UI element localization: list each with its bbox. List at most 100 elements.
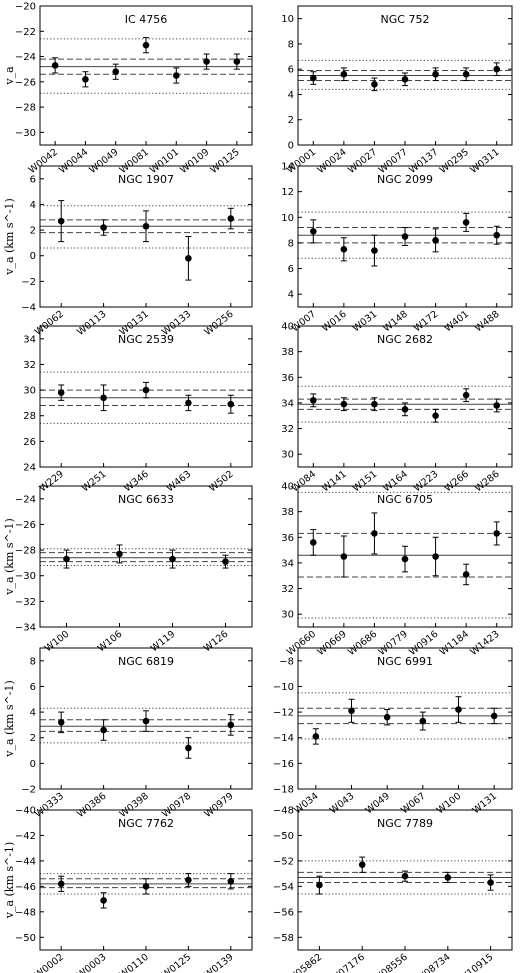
y-tick-label: 32 [281,584,294,595]
y-tick-label: 32 [23,360,36,371]
data-point [185,254,192,262]
y-tick-label: 2 [30,733,36,744]
data-point [100,897,107,904]
x-tick-label: W229 [38,469,66,495]
y-tick-label: −50 [15,933,36,944]
x-tick-label: W119 [149,629,177,655]
chart-panel: −4 −2 0 2 4 6 NGC 1907 v_a (km s^-1) W0062 W0113 W… [3,165,253,338]
x-tick-label: W100 [435,791,463,817]
data-point [462,391,470,399]
y-tick-label: 6 [288,264,294,275]
y-tick-label: 14 [281,162,294,173]
y-tick-label: 6 [30,682,36,693]
data-point [401,406,409,413]
y-axis-label: v_a (km s^-1) [3,198,16,276]
chart-panel: −50 −48 −46 −44 −42 −40 NGC 7762 v_a (km s^-1) W… [3,806,253,973]
chart-title: NGC 6633 [118,493,174,506]
data-point [142,222,150,230]
data-point [340,246,348,253]
y-tick-label: 28 [23,411,36,422]
y-tick-label: 4 [288,290,294,301]
y-tick-label: −58 [273,933,294,944]
y-tick-label: 36 [281,373,294,384]
data-point [185,399,192,407]
x-tick-label: W251 [80,469,108,495]
data-point [203,58,210,65]
y-tick-label: 8 [288,39,294,50]
x-tick-label: W0398 [118,791,151,820]
y-tick-label: −20 [15,2,36,13]
chart-title: NGC 6819 [118,655,174,668]
data-point [401,555,409,563]
x-tick-label: W08556 [372,952,410,973]
x-tick-label: W0333 [33,791,66,820]
x-tick-label: W07176 [329,952,367,973]
chart-panel: −18 −16 −14 −12 −10 −8 NGC 6991 W034 W043 W049 W06… [273,647,513,817]
data-point [227,215,235,222]
data-point [340,553,348,560]
y-tick-label: 10 [281,213,294,224]
data-point [63,555,70,563]
y-tick-label: −48 [273,806,294,817]
x-tick-label: W488 [473,309,501,335]
y-tick-label: 40 [281,482,294,493]
data-point [371,247,378,254]
y-tick-label: 30 [281,450,294,461]
x-tick-label: W0101 [148,147,181,176]
y-tick-label: 12 [281,187,294,198]
y-tick-label: 6 [288,65,294,76]
data-point [401,233,409,240]
y-tick-label: 32 [281,424,294,435]
y-axis-label: v_a (km s^-1) [3,680,16,758]
data-point [432,70,439,78]
y-tick-label: 38 [281,507,294,518]
x-tick-label: W067 [399,791,427,817]
x-tick-label: W346 [122,469,150,495]
data-point [348,707,355,715]
data-point [222,558,229,565]
x-tick-label: W0779 [377,629,410,658]
data-point [371,400,378,408]
data-point [227,400,235,408]
x-tick-label: W106 [96,629,124,655]
data-point [172,72,180,79]
y-tick-label: 8 [30,656,36,667]
x-tick-label: W148 [381,309,409,335]
x-tick-label: W151 [351,469,379,495]
data-point [51,62,59,69]
data-point [57,389,65,396]
data-point [100,224,107,231]
x-tick-label: W0125 [160,952,193,973]
plot-frame [39,5,253,146]
y-tick-label: −28 [15,103,36,114]
y-tick-label: −30 [15,571,36,582]
data-point [309,74,317,82]
data-point [462,571,470,578]
data-point [100,726,107,734]
y-tick-label: 36 [281,533,294,544]
x-tick-label: W126 [202,629,230,655]
y-tick-label: −28 [15,546,36,557]
x-tick-label: W0669 [315,629,348,658]
data-point [185,876,192,884]
x-tick-label: W0256 [202,309,235,338]
x-tick-label: W0916 [407,629,440,658]
data-point [309,397,317,404]
y-tick-label: −24 [15,494,36,505]
data-point [432,553,439,560]
x-tick-label: W141 [320,469,348,495]
data-point [432,237,439,244]
data-point [419,717,427,725]
chart-title: NGC 6705 [377,493,433,506]
y-tick-label: −46 [15,882,36,893]
x-tick-label: W031 [351,309,379,335]
y-tick-label: 8 [288,238,294,249]
y-tick-label: 34 [23,334,36,345]
x-tick-label: W0081 [118,147,151,176]
x-tick-label: W0042 [27,147,60,176]
x-tick-label: W0077 [377,147,410,176]
